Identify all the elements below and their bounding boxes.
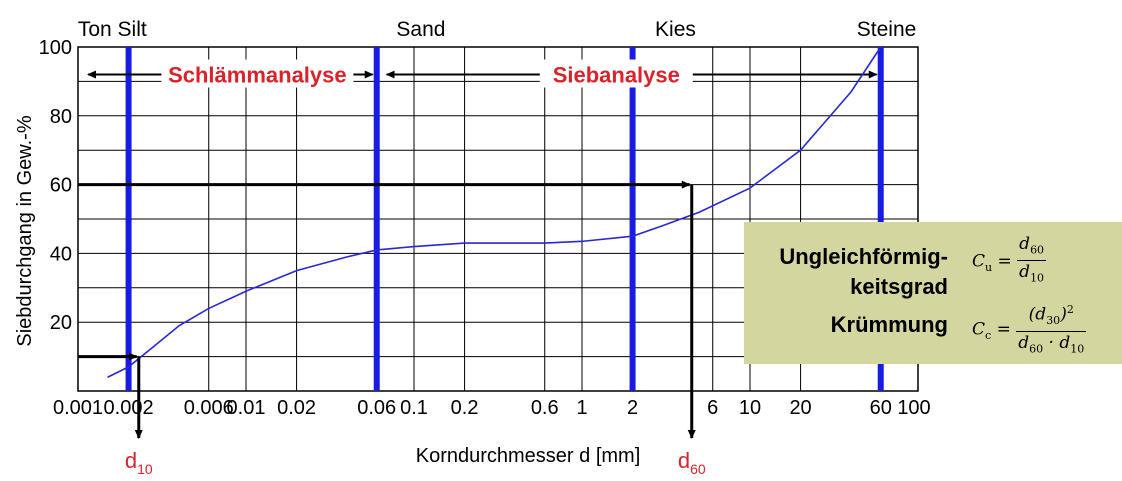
range-label: Siebanalyse: [553, 63, 680, 88]
x-tick-label: 100: [897, 397, 930, 419]
grading-curve: [107, 46, 882, 378]
x-tick-label: 0.2: [451, 397, 479, 419]
range-label: Schlämmanalyse: [168, 63, 347, 88]
x-tick-label: 0.06: [357, 397, 396, 419]
x-tick-label: 2: [627, 397, 638, 419]
marker-label: d60: [678, 448, 706, 477]
x-tick-label: 0.02: [277, 397, 316, 419]
x-tick-label: 10: [739, 397, 761, 419]
zone-label: Ton Silt: [78, 18, 147, 41]
uniformity-label-line1: Ungleichförmig-: [779, 244, 948, 269]
marker-label: d10: [125, 448, 153, 477]
x-tick-label: 0.1: [400, 397, 428, 419]
x-axis-label: Korndurchmesser d [mm]: [416, 445, 641, 467]
x-tick-label: 0.006: [184, 397, 234, 419]
x-tick-label: 1: [576, 397, 587, 419]
y-tick-label: 100: [39, 37, 72, 59]
x-tick-label: 20: [789, 397, 811, 419]
x-tick-label: 0.01: [227, 397, 266, 419]
zone-label: Sand: [396, 18, 445, 41]
cc-formula: Cc = (d30)2 d60 · d10: [972, 300, 1087, 360]
info-box: Ungleichförmig- keitsgrad Krümmung Cu = …: [744, 222, 1122, 364]
y-tick-label: 60: [50, 175, 72, 197]
uniformity-label-line2: keitsgrad: [850, 274, 948, 299]
x-tick-label: 6: [707, 397, 718, 419]
x-tick-label: 60: [870, 397, 892, 419]
y-tick-label: 20: [50, 312, 72, 334]
plot-frame: [77, 46, 919, 392]
y-tick-label: 80: [50, 106, 72, 128]
x-tick-label: 0.001: [53, 397, 103, 419]
x-tick-label: 0.002: [104, 397, 154, 419]
x-tick-label: 0.6: [531, 397, 559, 419]
zone-label: Kies: [655, 18, 696, 41]
y-tick-label: 40: [50, 243, 72, 265]
range-label-bg: [161, 59, 354, 88]
cu-formula: Cu = d60 d10: [972, 234, 1047, 285]
zone-label: Steine: [857, 18, 917, 41]
curvature-label: Krümmung: [830, 312, 948, 337]
y-axis-label: Siebdurchgang in Gew.-%: [14, 115, 36, 346]
range-label-bg: [539, 59, 693, 88]
